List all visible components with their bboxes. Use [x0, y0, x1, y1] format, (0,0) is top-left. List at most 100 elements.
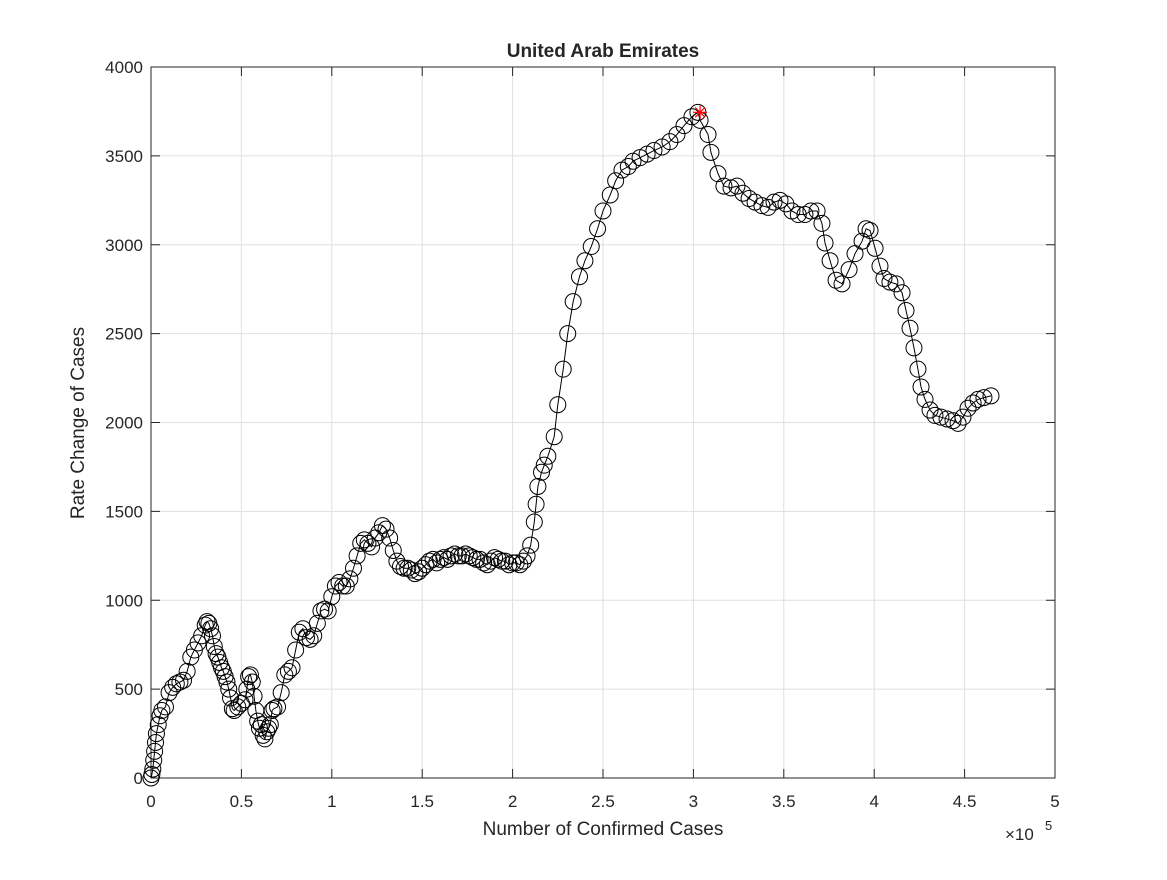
data-point: [905, 339, 923, 357]
data-point: [220, 680, 238, 698]
data-point: [146, 742, 164, 760]
x-tick-label: 4.5: [953, 792, 977, 811]
data-point: [308, 614, 326, 632]
y-tick-label: 4000: [105, 58, 143, 77]
data-point: [464, 549, 482, 567]
data-point: [241, 666, 259, 684]
data-point: [287, 641, 305, 659]
data-point: [149, 716, 167, 734]
data-point: [833, 275, 851, 293]
chart-title: United Arab Emirates: [507, 41, 700, 62]
data-point: [279, 662, 297, 680]
x-tick-label: 1.5: [410, 792, 434, 811]
data-point: [377, 520, 395, 538]
data-point: [229, 698, 247, 716]
data-point: [777, 195, 795, 213]
data-point: [808, 202, 826, 220]
y-tick-label: 2000: [105, 414, 143, 433]
y-tick-label: 1500: [105, 502, 143, 521]
data-point: [319, 602, 337, 620]
data-point: [589, 220, 607, 238]
data-point: [559, 325, 577, 343]
x-exponent-power: 5: [1045, 818, 1052, 833]
data-point: [225, 701, 243, 719]
axes-box: [150, 66, 1056, 779]
data-point: [482, 552, 500, 570]
data-point: [722, 179, 740, 197]
data-point: [699, 126, 717, 144]
data-point: [813, 214, 831, 232]
data-point: [969, 390, 987, 408]
data-point: [975, 389, 993, 407]
x-exponent-base: ×10: [1005, 825, 1034, 844]
y-tick-label: 2500: [105, 325, 143, 344]
data-point: [312, 602, 330, 620]
data-point: [827, 271, 845, 289]
data-point: [323, 588, 341, 606]
data-point: [424, 550, 442, 568]
data-point: [511, 556, 529, 574]
data-point: [802, 202, 820, 220]
data-point: [143, 765, 161, 783]
data-point: [392, 557, 410, 575]
x-tick-label: 0.5: [230, 792, 254, 811]
data-point: [753, 197, 771, 215]
data-point: [260, 719, 278, 737]
data-point: [178, 662, 196, 680]
x-tick-label: 4: [869, 792, 878, 811]
data-point: [871, 257, 889, 275]
data-point: [661, 133, 679, 151]
data-point: [236, 691, 254, 709]
y-tick-label: 500: [115, 680, 143, 699]
data-point: [607, 172, 625, 190]
data-point: [959, 399, 977, 417]
data-point: [525, 513, 543, 531]
data-point: [912, 378, 930, 396]
y-tick-label: 3500: [105, 147, 143, 166]
y-tick-label: 0: [134, 769, 143, 788]
data-point: [529, 477, 547, 495]
data-point: [932, 408, 950, 426]
data-point: [570, 268, 588, 286]
data-point: [489, 550, 507, 568]
data-point: [771, 191, 789, 209]
x-tick-label: 1: [327, 792, 336, 811]
data-point: [305, 627, 323, 645]
data-point: [222, 689, 240, 707]
data-point: [156, 698, 174, 716]
x-tick-label: 2.5: [591, 792, 615, 811]
x-tick-label: 0: [146, 792, 155, 811]
data-point: [668, 126, 686, 144]
data-point: [147, 725, 165, 743]
data-point: [909, 360, 927, 378]
data-point: [982, 387, 1000, 405]
data-point: [893, 284, 911, 302]
data-point: [954, 408, 972, 426]
data-point: [554, 360, 572, 378]
data-point: [897, 302, 915, 320]
data-point: [564, 293, 582, 311]
data-point: [420, 552, 438, 570]
data-point: [881, 273, 899, 291]
data-point: [263, 701, 281, 719]
data-point: [203, 627, 221, 645]
data-point: [582, 238, 600, 256]
data-point: [715, 177, 733, 195]
data-point: [355, 531, 373, 549]
data-point: [442, 547, 460, 565]
data-point: [949, 414, 967, 432]
data-point: [276, 666, 294, 684]
data-point: [381, 529, 399, 547]
data-point: [728, 177, 746, 195]
data-point: [514, 552, 532, 570]
data-point: [269, 698, 287, 716]
y-tick-label: 1000: [105, 591, 143, 610]
data-point: [240, 668, 258, 686]
x-tick-label: 5: [1050, 792, 1059, 811]
data-point: [395, 559, 413, 577]
data-point: [504, 554, 522, 572]
data-point: [740, 190, 758, 208]
data-point: [449, 547, 467, 565]
